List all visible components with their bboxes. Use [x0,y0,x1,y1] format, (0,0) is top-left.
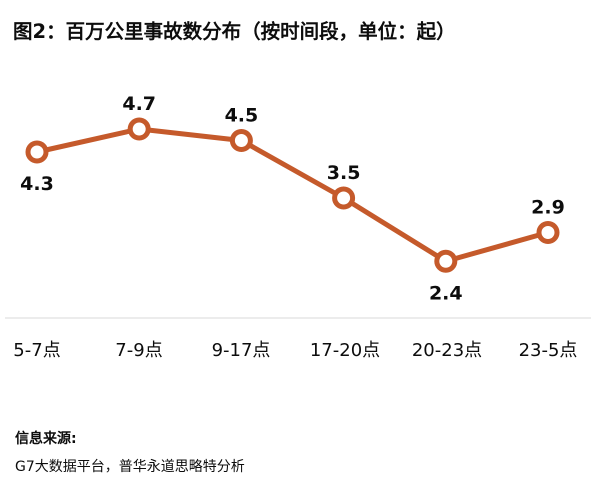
data-point [434,249,458,273]
data-label: 4.3 [20,173,54,195]
data-label: 4.7 [122,93,156,115]
series-line [36,126,549,264]
x-tick-label: 5-7点 [13,340,60,361]
source-label: 信息来源: [15,431,77,447]
chart-title: 图2：百万公里事故数分布（按时间段，单位：起） [13,20,456,43]
x-tick-label: 17-20点 [310,340,380,361]
data-point [536,221,560,244]
data-point [127,117,151,141]
series-layer [25,117,560,273]
source-text: G7大数据平台，普华永道思略特分析 [15,459,245,475]
data-label: 2.9 [531,197,565,219]
x-tick-label: 20-23点 [412,340,482,361]
data-point [229,129,253,152]
data-label: 3.5 [327,162,361,184]
x-tick-label: 23-5点 [519,340,578,361]
x-tick-label: 9-17点 [212,340,271,361]
data-label-layer: 4.3 4.7 4.5 3.5 2.4 2.9 [20,93,565,304]
x-tick-label: 7-9点 [115,340,162,361]
x-tick-layer: 5-7点 7-9点 9-17点 17-20点 20-23点 23-5点 [13,340,577,361]
data-point [332,186,356,210]
data-label: 4.5 [225,105,259,127]
data-point [25,140,49,164]
data-label: 2.4 [429,282,463,304]
